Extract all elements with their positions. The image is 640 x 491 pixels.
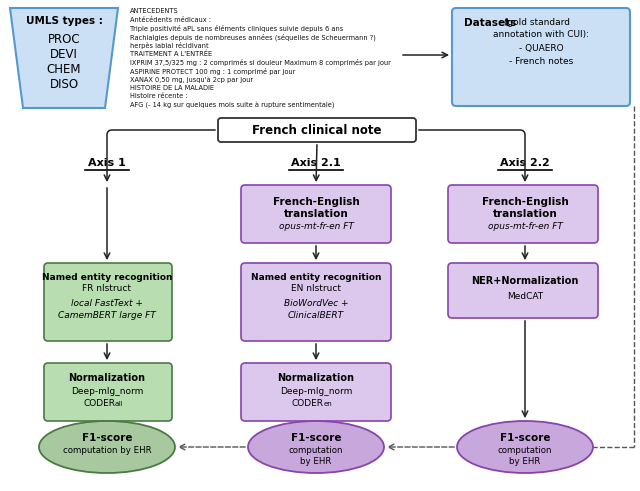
FancyBboxPatch shape (44, 363, 172, 421)
Text: HISTOIRE DE LA MALADIE: HISTOIRE DE LA MALADIE (130, 84, 214, 90)
FancyBboxPatch shape (241, 263, 391, 341)
Text: Named entity recognition: Named entity recognition (251, 273, 381, 282)
Text: CODER: CODER (83, 399, 115, 408)
Ellipse shape (248, 421, 384, 473)
Text: FR nlstruct: FR nlstruct (83, 284, 131, 293)
Text: en: en (324, 401, 332, 407)
Text: PROC: PROC (48, 33, 80, 46)
Text: Deep-mlg_norm: Deep-mlg_norm (71, 387, 143, 396)
Text: CODER: CODER (292, 399, 324, 408)
Text: French-English: French-English (273, 197, 360, 207)
FancyBboxPatch shape (241, 185, 391, 243)
Text: Triple positivité aPL sans éléments cliniques suivie depuis 6 ans: Triple positivité aPL sans éléments clin… (130, 25, 343, 32)
Text: ClinicalBERT: ClinicalBERT (288, 311, 344, 320)
Text: BioWordVec +: BioWordVec + (284, 299, 348, 308)
Polygon shape (10, 8, 118, 108)
Text: ANTECEDENTS: ANTECEDENTS (130, 8, 179, 14)
Text: Axis 1: Axis 1 (88, 158, 126, 168)
Text: by EHR: by EHR (300, 457, 332, 466)
FancyBboxPatch shape (218, 118, 416, 142)
Text: French-English: French-English (482, 197, 568, 207)
Text: translation: translation (493, 209, 557, 219)
Text: XANAX 0,50 mg, jusqu'à 2cp par jour: XANAX 0,50 mg, jusqu'à 2cp par jour (130, 76, 253, 82)
Text: all: all (115, 401, 123, 407)
Text: Histoire récente :: Histoire récente : (130, 93, 188, 99)
Text: computation: computation (498, 446, 552, 455)
Text: opus-mt-fr-en FT: opus-mt-fr-en FT (278, 222, 353, 231)
FancyBboxPatch shape (448, 185, 598, 243)
Text: CHEM: CHEM (47, 63, 81, 76)
Text: DISO: DISO (49, 78, 79, 91)
Text: computation: computation (289, 446, 343, 455)
Ellipse shape (39, 421, 175, 473)
Ellipse shape (457, 421, 593, 473)
Text: Named entity recognition: Named entity recognition (42, 273, 172, 282)
Text: NER+Normalization: NER+Normalization (471, 276, 579, 286)
Text: annotation with CUI):: annotation with CUI): (493, 30, 589, 39)
Text: opus-mt-fr-en FT: opus-mt-fr-en FT (488, 222, 563, 231)
Text: ASPIRINE PROTECT 100 mg : 1 comprimé par jour: ASPIRINE PROTECT 100 mg : 1 comprimé par… (130, 67, 296, 75)
Text: Deep-mlg_norm: Deep-mlg_norm (280, 387, 352, 396)
FancyBboxPatch shape (452, 8, 630, 106)
Text: F1-score: F1-score (500, 433, 550, 443)
Text: Rachialgies depuis de nombreuses années (séquelles de Scheuermann ?): Rachialgies depuis de nombreuses années … (130, 33, 376, 41)
Text: Antécédents médicaux :: Antécédents médicaux : (130, 17, 211, 23)
Text: Axis 2.1: Axis 2.1 (291, 158, 341, 168)
FancyBboxPatch shape (448, 263, 598, 318)
Text: CamemBERT large FT: CamemBERT large FT (58, 311, 156, 320)
FancyBboxPatch shape (241, 363, 391, 421)
Text: - French notes: - French notes (509, 57, 573, 66)
Text: herpès labial récidivant: herpès labial récidivant (130, 42, 209, 49)
Text: AFG (- 14 kg sur quelques mois suite à rupture sentimentale): AFG (- 14 kg sur quelques mois suite à r… (130, 102, 335, 109)
Text: translation: translation (284, 209, 348, 219)
Text: F1-score: F1-score (291, 433, 341, 443)
Text: French clinical note: French clinical note (252, 124, 381, 136)
Text: EN nlstruct: EN nlstruct (291, 284, 341, 293)
Text: local FastText +: local FastText + (71, 299, 143, 308)
Text: Datasets: Datasets (464, 18, 516, 28)
Text: MedCAT: MedCAT (507, 292, 543, 301)
Text: computation by EHR: computation by EHR (63, 446, 151, 455)
Text: (gold standard: (gold standard (501, 18, 570, 27)
Text: Axis 2.2: Axis 2.2 (500, 158, 550, 168)
Text: Normalization: Normalization (278, 373, 355, 383)
Text: IXPRIM 37,5/325 mg : 2 comprimés si douleur Maximum 8 comprimés par jour: IXPRIM 37,5/325 mg : 2 comprimés si doul… (130, 59, 391, 66)
FancyBboxPatch shape (44, 263, 172, 341)
Text: UMLS types :: UMLS types : (26, 16, 102, 26)
Text: - QUAERO: - QUAERO (518, 44, 563, 53)
Text: TRAITEMENT A L'ENTRÉE: TRAITEMENT A L'ENTRÉE (130, 51, 212, 57)
Text: Normalization: Normalization (68, 373, 145, 383)
Text: by EHR: by EHR (509, 457, 541, 466)
Text: DEVI: DEVI (50, 48, 78, 61)
Text: F1-score: F1-score (82, 433, 132, 443)
